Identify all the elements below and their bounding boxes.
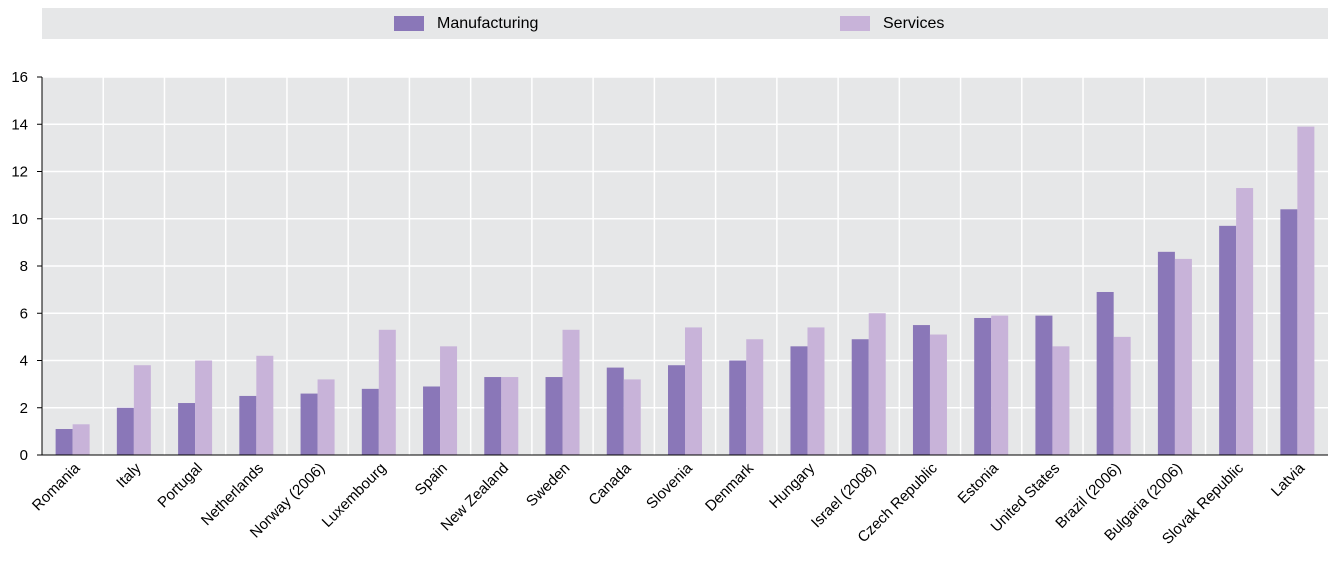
category-label: Romania [29,459,84,514]
bar-services-6 [440,346,458,455]
category-label: Latvia [1268,459,1309,500]
y-tick-label: 2 [20,400,28,417]
y-tick-label: 16 [11,69,28,86]
bar-manufacturing-13 [851,339,869,455]
category-label: Hungary [766,459,818,511]
bar-manufacturing-1 [116,407,134,455]
bar-manufacturing-6 [423,386,441,455]
bar-services-14 [929,334,947,455]
bar-manufacturing-11 [729,360,747,455]
bar-services-13 [868,313,886,455]
bar-manufacturing-3 [239,395,257,455]
bar-manufacturing-5 [361,388,379,455]
bar-services-16 [1052,346,1070,455]
legend-swatch-manufacturing [394,16,424,31]
bar-services-1 [133,365,151,455]
bar-services-15 [991,315,1009,455]
bar-manufacturing-2 [178,403,196,455]
category-label: Luxembourg [319,460,390,531]
category-label: Italy [113,459,145,491]
category-label: Slovenia [643,459,696,512]
y-tick-label: 0 [20,447,28,464]
bar-services-11 [746,339,764,455]
bar-services-5 [378,329,396,455]
bar-services-8 [562,329,580,455]
y-tick-label: 4 [20,353,28,370]
bar-services-0 [72,424,90,455]
bar-services-4 [317,379,335,455]
bar-services-10 [685,327,702,455]
bars [55,126,1315,456]
bar-services-12 [807,327,825,455]
category-separators [102,77,1268,455]
y-tick-label: 14 [11,116,28,133]
bar-services-17 [1113,336,1131,455]
legend-item-services: Services [840,8,944,39]
category-label: Estonia [955,459,1003,507]
bar-services-3 [256,355,274,455]
bar-services-7 [501,377,519,455]
bar-manufacturing-16 [1035,315,1053,455]
bar-manufacturing-19 [1219,225,1237,455]
category-label: Spain [412,460,451,499]
legend-swatch-services [840,16,870,31]
y-tick-label: 10 [11,211,28,228]
chart-legend: Manufacturing Services [42,8,1328,39]
bar-manufacturing-9 [606,367,624,455]
bar-manufacturing-15 [974,317,992,455]
bar-manufacturing-8 [545,377,563,455]
y-tick-label: 8 [20,258,28,275]
legend-item-manufacturing: Manufacturing [394,8,538,39]
bar-manufacturing-4 [300,393,318,455]
bar-services-19 [1236,188,1254,455]
bar-services-20 [1297,126,1315,456]
bar-manufacturing-0 [55,429,73,455]
category-label: Denmark [702,459,757,514]
bar-manufacturing-7 [484,377,502,455]
y-tick-label: 6 [20,305,28,322]
bar-services-18 [1174,258,1192,455]
legend-label-manufacturing: Manufacturing [437,14,539,32]
bar-services-9 [623,379,641,455]
bar-manufacturing-18 [1157,251,1175,455]
bar-manufacturing-17 [1096,291,1114,455]
bar-manufacturing-14 [912,325,930,455]
bar-manufacturing-10 [668,365,685,455]
legend-label-services: Services [883,14,945,32]
y-tick-labels: 0 2 4 6 8 10 12 14 16 [11,69,42,464]
bar-manufacturing-12 [790,346,808,455]
category-label: Sweden [523,460,573,510]
category-label: Portugal [154,460,206,512]
bar-services-2 [195,360,213,455]
bar-manufacturing-20 [1280,209,1298,455]
y-tick-label: 12 [11,164,28,181]
category-label: Canada [585,459,635,509]
